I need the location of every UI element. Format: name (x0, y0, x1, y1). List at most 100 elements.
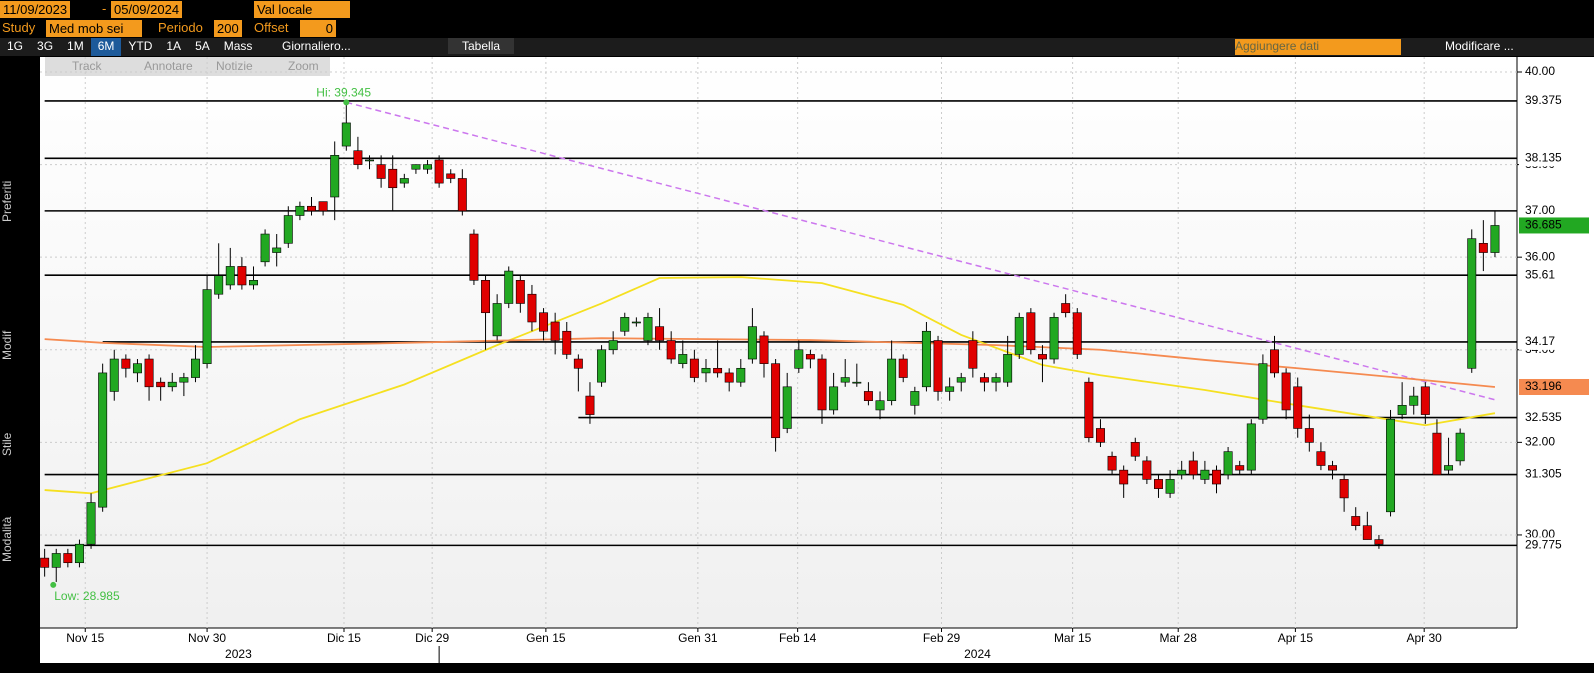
candle-body (724, 372, 734, 383)
candle-body (98, 372, 108, 508)
candle-body (1316, 451, 1326, 466)
candle-body (504, 270, 514, 304)
frequency[interactable]: Giornaliero... (282, 39, 351, 53)
price-tag-label: 39.375 (1525, 93, 1562, 107)
candle-body (1200, 469, 1210, 480)
price-tag-label: 38.135 (1525, 151, 1562, 165)
offset-label: Offset (254, 20, 289, 35)
candle-body (156, 381, 166, 388)
candle-body (40, 557, 50, 568)
price-tag (1519, 202, 1589, 219)
range-button[interactable]: 1G (7, 39, 24, 53)
candle-body (863, 391, 873, 401)
candle-body (260, 233, 270, 263)
range-button[interactable]: 3G (37, 39, 54, 53)
candle-body (840, 377, 850, 383)
candle-body (713, 367, 723, 374)
range-button[interactable]: 1A (166, 39, 182, 53)
candle-body (620, 317, 630, 332)
side-label: Preferiti (0, 180, 14, 222)
study[interactable]: Med mob sei (46, 20, 142, 37)
candle-body (1328, 465, 1337, 471)
range-button[interactable]: 1M (67, 39, 84, 53)
add-data[interactable]: Aggiungere dati (1235, 39, 1401, 55)
offset[interactable]: 0 (300, 20, 336, 37)
candle-body (562, 330, 572, 355)
tool-button[interactable]: Track (72, 59, 103, 73)
candle-body (1490, 225, 1500, 253)
candle-body (202, 289, 212, 364)
price-tag (1519, 378, 1589, 395)
candle-body (1130, 442, 1140, 457)
range-button[interactable]: YTD (128, 39, 153, 53)
candle-body (539, 312, 549, 332)
range-button[interactable]: Mass (223, 39, 253, 53)
range-button[interactable]: 5A (195, 39, 210, 53)
start-date[interactable]: 11/09/2023 (0, 1, 71, 18)
table-button[interactable]: Tabella (448, 38, 515, 54)
candle-body (585, 395, 595, 415)
candle-body (237, 266, 247, 286)
candle-body (353, 150, 363, 165)
candle-body (1304, 428, 1314, 443)
candle-body (678, 354, 688, 364)
candle-body (1281, 372, 1291, 411)
candle-body (411, 164, 421, 170)
study-label: Study (2, 20, 36, 35)
candle-body (341, 122, 351, 147)
annotation: Low: 28.985 (54, 589, 120, 603)
candle-body (666, 340, 676, 360)
moving-average (44, 276, 1496, 495)
candle-body (295, 205, 305, 216)
candle-body (307, 205, 316, 212)
candle-body (318, 201, 328, 212)
candle-body (655, 326, 665, 341)
candle-body (643, 317, 653, 341)
range-button[interactable]: 6M (90, 38, 122, 56)
candle-body (225, 266, 235, 286)
currency[interactable]: Val locale (254, 1, 350, 18)
candle-body (782, 386, 792, 429)
x-tick-label: Nov 15 (66, 631, 104, 645)
annotation-dot (50, 581, 57, 588)
candle-body (74, 543, 84, 564)
candle-body (388, 168, 398, 189)
candle-body (1165, 479, 1175, 494)
candle-body (446, 173, 456, 179)
edit[interactable]: Modificare ... (1445, 39, 1514, 53)
candle-body (991, 377, 1001, 383)
candle-body (376, 164, 386, 179)
tool-button[interactable]: Annotare (144, 59, 193, 73)
candle-body (1049, 317, 1059, 360)
candle-body (1409, 395, 1419, 406)
price-tag-label: 33.196 (1525, 379, 1562, 393)
candle-body (1339, 479, 1349, 499)
period[interactable]: 200 (214, 20, 242, 37)
candle-body (829, 386, 839, 411)
tool-button[interactable]: Zoom (288, 59, 319, 73)
candle-body (805, 354, 815, 360)
candle-body (1444, 465, 1454, 471)
candle-body (515, 280, 525, 304)
candle-body (492, 303, 502, 337)
candle-body (852, 381, 862, 384)
x-tick-label: Feb 14 (779, 631, 817, 645)
tool-button[interactable]: Notizie (216, 59, 253, 73)
range-bar: 1G 3G 1M 6M YTD 1A 5A Mass (0, 38, 1594, 56)
candle-body (51, 553, 61, 568)
price-tag (1519, 267, 1589, 284)
candle-body (631, 321, 641, 324)
candle-body (1107, 455, 1117, 471)
x-axis-bg (40, 628, 1517, 663)
candle-body (979, 377, 989, 383)
candle-body (121, 358, 131, 369)
candle-body (1293, 386, 1303, 429)
end-date[interactable]: 05/09/2024 (111, 1, 183, 18)
candle-body (272, 247, 282, 253)
price-tag-label: 37.00 (1525, 203, 1555, 217)
annotation: Hi: 39.345 (316, 85, 371, 99)
candle-body (1188, 460, 1198, 476)
candle-body (1177, 469, 1187, 476)
candle-body (701, 367, 711, 374)
